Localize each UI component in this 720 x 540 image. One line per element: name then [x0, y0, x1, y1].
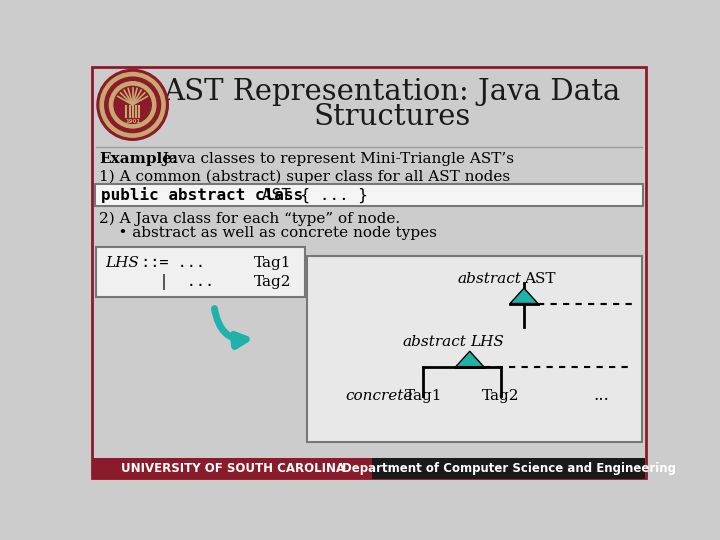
FancyBboxPatch shape — [96, 247, 305, 296]
Circle shape — [104, 77, 161, 132]
Text: abstract: abstract — [457, 272, 521, 286]
Text: 1901: 1901 — [125, 119, 140, 124]
Text: public abstract class: public abstract class — [101, 187, 312, 203]
Circle shape — [100, 72, 165, 137]
FancyArrowPatch shape — [215, 308, 246, 347]
Text: • abstract as well as concrete node types: • abstract as well as concrete node type… — [99, 226, 437, 240]
Text: Example:: Example: — [99, 152, 178, 166]
FancyBboxPatch shape — [93, 457, 372, 479]
Text: 1) A common (abstract) super class for all AST nodes: 1) A common (abstract) super class for a… — [99, 169, 510, 184]
Text: abstract: abstract — [402, 335, 467, 349]
Text: Java classes to represent Mini-Triangle AST’s: Java classes to represent Mini-Triangle … — [158, 152, 514, 166]
Text: 2) A Java class for each “type” of node.: 2) A Java class for each “type” of node. — [99, 212, 400, 226]
Circle shape — [97, 70, 168, 140]
Text: Tag2: Tag2 — [254, 275, 292, 289]
Circle shape — [114, 86, 151, 123]
Text: Tag1: Tag1 — [405, 389, 442, 403]
FancyBboxPatch shape — [307, 256, 642, 442]
Text: ...: ... — [593, 387, 609, 404]
Text: Tag1: Tag1 — [254, 256, 292, 269]
FancyBboxPatch shape — [94, 184, 644, 206]
Text: ::= ...: ::= ... — [132, 255, 205, 270]
Text: Structures: Structures — [314, 103, 471, 131]
Text: Tag2: Tag2 — [482, 389, 520, 403]
Text: concrete: concrete — [346, 389, 413, 403]
Text: UNIVERSITY OF SOUTH CAROLINA: UNIVERSITY OF SOUTH CAROLINA — [121, 462, 346, 475]
Text: LHS: LHS — [106, 256, 140, 269]
Text: AST: AST — [524, 272, 556, 286]
Text: AST Representation: Java Data: AST Representation: Java Data — [163, 78, 621, 106]
Circle shape — [109, 82, 156, 128]
Text: LHS: LHS — [469, 335, 503, 349]
Text: |  ...: | ... — [132, 274, 214, 290]
Text: Department of Computer Science and Engineering: Department of Computer Science and Engin… — [341, 462, 675, 475]
FancyBboxPatch shape — [372, 457, 645, 479]
Polygon shape — [510, 288, 538, 303]
Polygon shape — [456, 351, 484, 367]
Text: AST { ... }: AST { ... } — [262, 187, 368, 202]
